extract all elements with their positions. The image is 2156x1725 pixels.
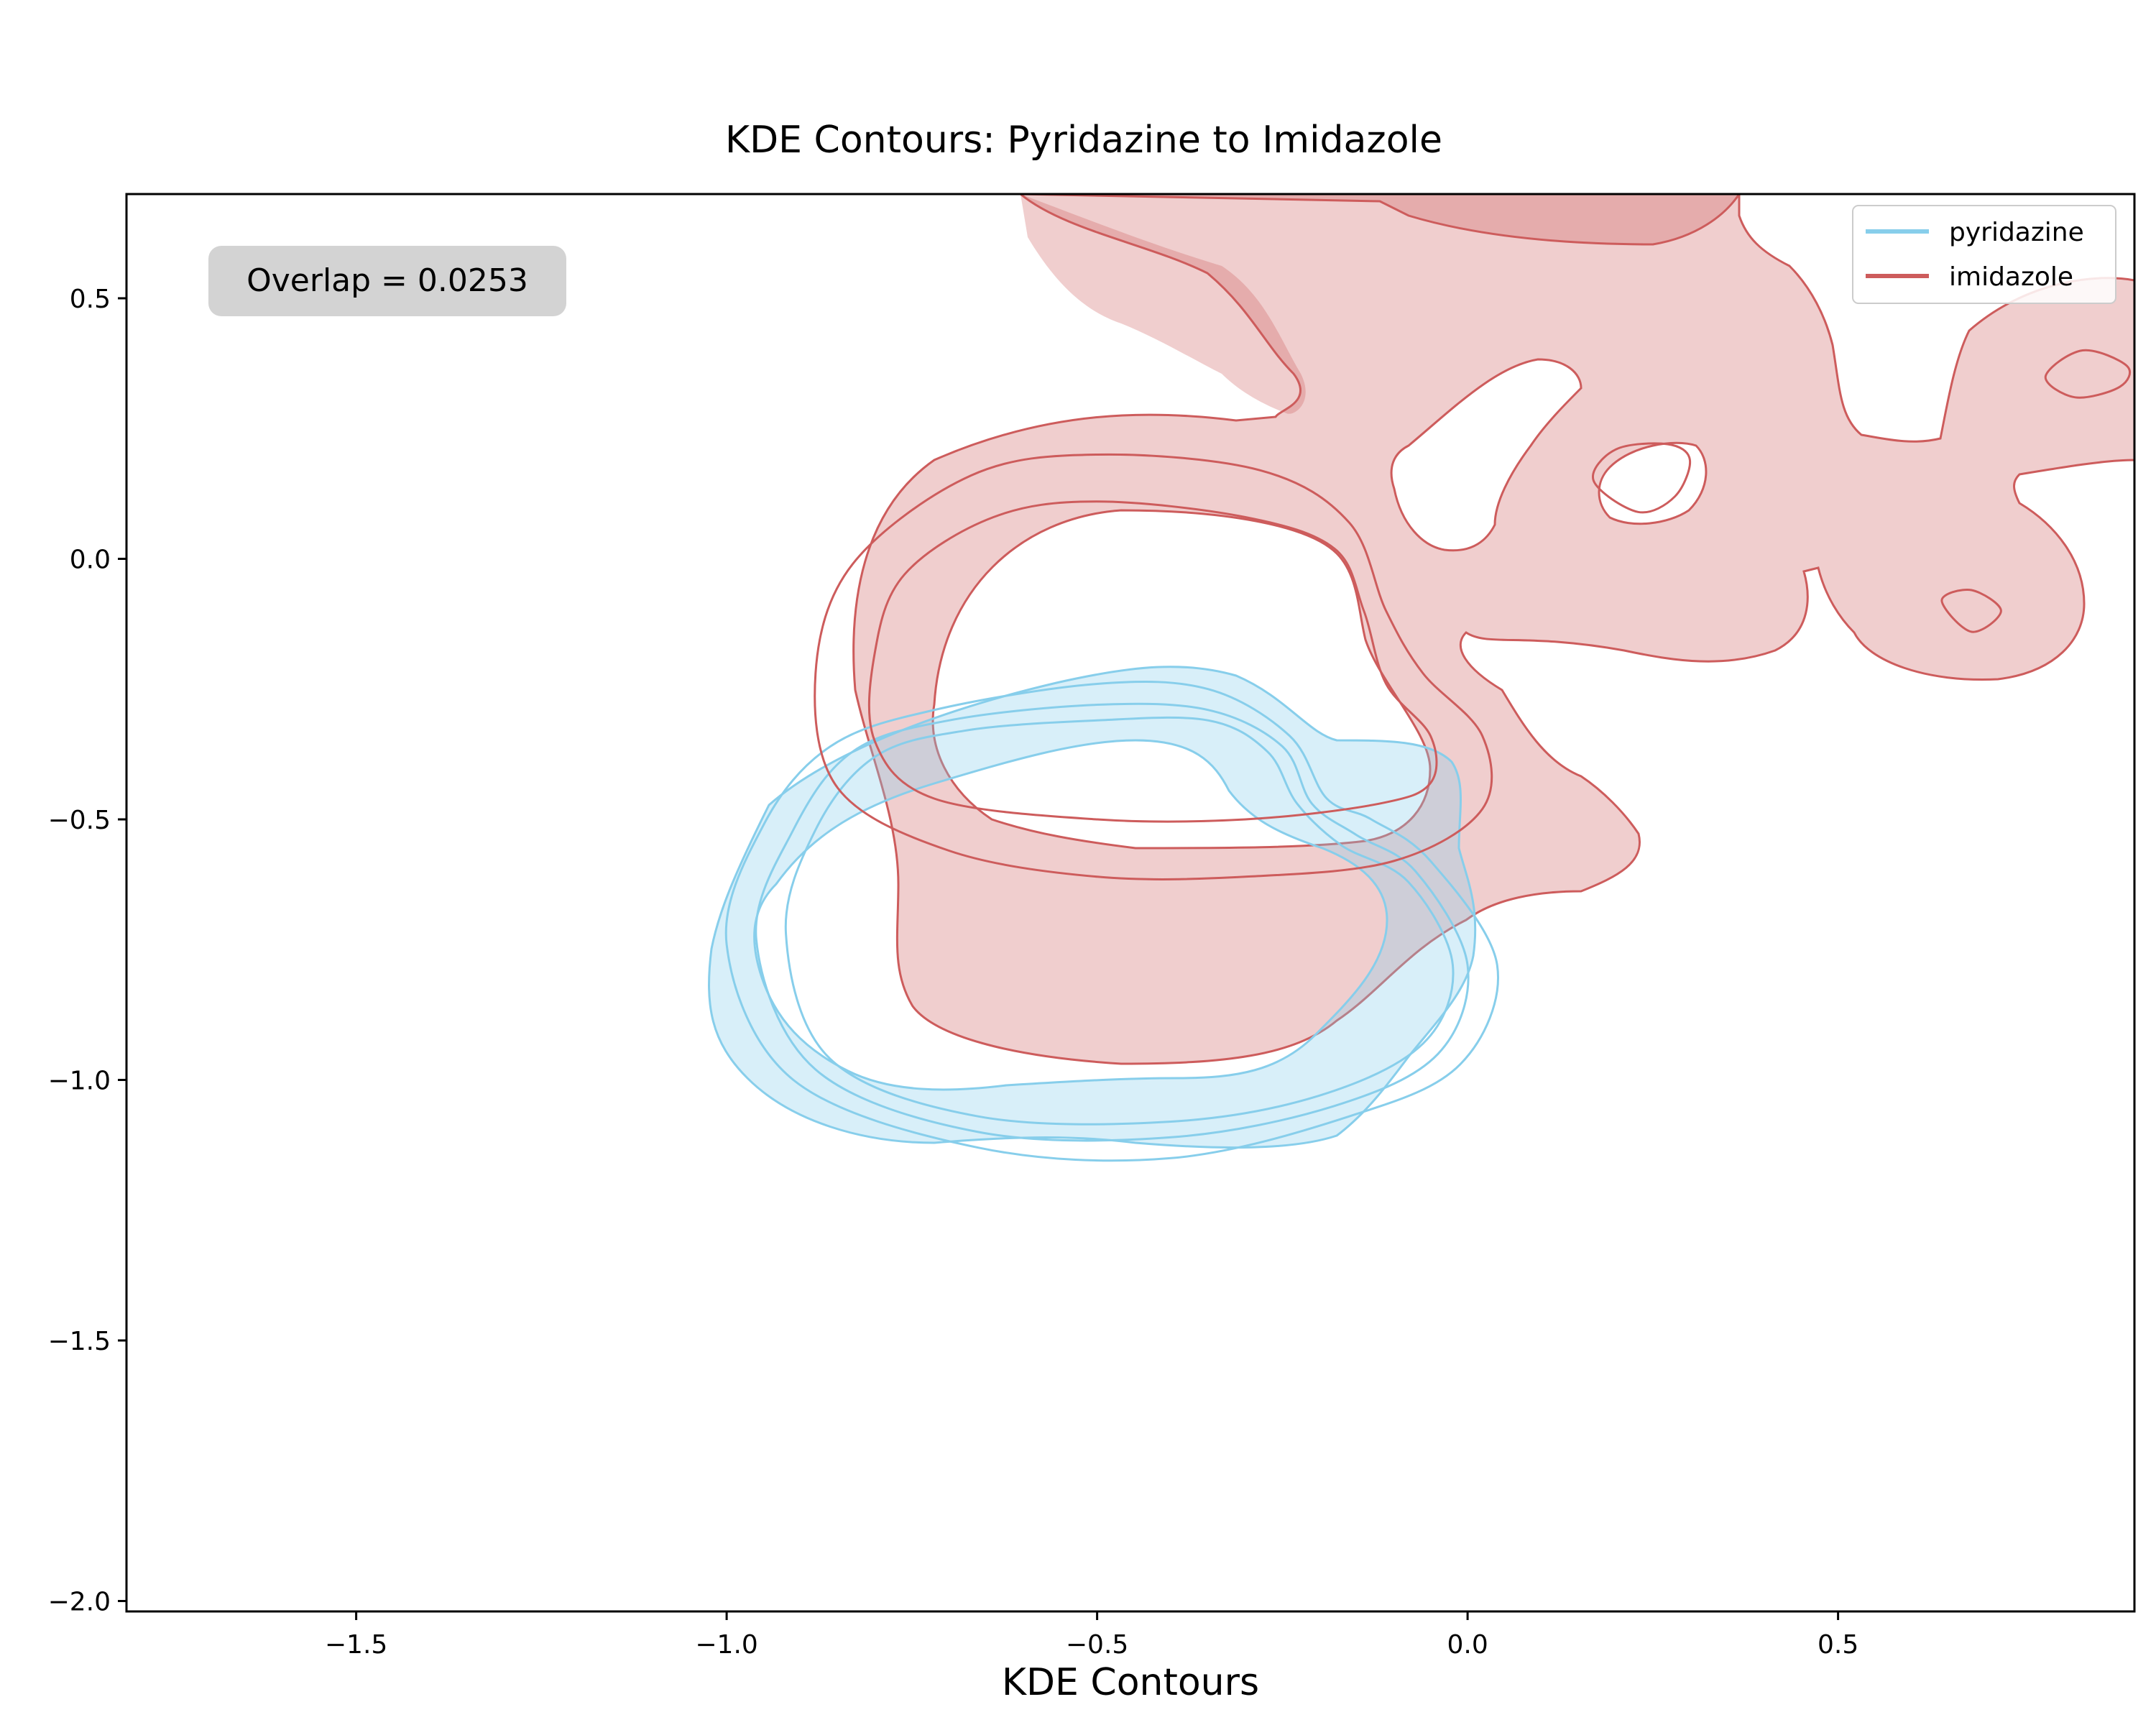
y-tick-label: −2.0: [48, 1588, 111, 1617]
pyridazine-density-fill: [708, 666, 1477, 1149]
pyridazine-contours: [724, 681, 1499, 1162]
y-tick-label: 0.5: [70, 285, 111, 314]
imidazole-contour-level-5: [2044, 349, 2131, 399]
imidazole-contour-level-1: [867, 500, 1438, 823]
imidazole-density-fill: [852, 194, 2134, 1065]
y-tick-label: −1.5: [48, 1327, 111, 1356]
legend-label-pyridazine: pyridazine: [1949, 218, 2084, 247]
chart-title: KDE Contours: Pyridazine to Imidazole: [725, 119, 1442, 162]
plot-frame: [125, 193, 2136, 1613]
imidazole-contour-level-3: [1592, 442, 1691, 514]
x-tick-label: 0.5: [1818, 1630, 1858, 1660]
imidazole-contour-level-2: [814, 453, 1493, 880]
x-tick-label: 0.0: [1447, 1630, 1488, 1660]
annotation-box: [208, 246, 566, 316]
imidazole-contours: [814, 349, 2131, 880]
imidazole-top-left-fill: [1020, 194, 1741, 246]
imidazole-main-fill: [852, 194, 2134, 1065]
y-tick-label: −1.0: [48, 1067, 111, 1096]
overlap-annotation: Overlap = 0.0253: [208, 246, 566, 316]
legend-label-imidazole: imidazole: [1949, 262, 2073, 292]
x-axis: −1.5 −1.0 −0.5 0.0 0.5: [325, 1611, 1858, 1660]
pyridazine-contour-level-3: [724, 681, 1499, 1162]
x-tick-label: −1.5: [325, 1630, 387, 1660]
pyridazine-main-fill: [708, 666, 1477, 1149]
legend: pyridazine imidazole: [1852, 205, 2116, 304]
plot-area: [708, 194, 2134, 1162]
imidazole-upper-ridge-fill: [1021, 194, 1306, 414]
pyridazine-contour-level-1: [784, 716, 1455, 1126]
y-tick-label: −0.5: [48, 806, 111, 835]
y-tick-label: 0.0: [70, 546, 111, 575]
x-axis-label: KDE Contours: [1002, 1661, 1259, 1704]
annotation-text: Overlap = 0.0253: [247, 262, 528, 299]
x-tick-label: −0.5: [1066, 1630, 1128, 1660]
x-tick-label: −1.0: [695, 1630, 757, 1660]
y-axis: 0.5 0.0 −0.5 −1.0 −1.5 −2.0: [48, 285, 126, 1617]
contour-lines: [724, 349, 2131, 1162]
imidazole-contour-level-4: [1940, 589, 2002, 633]
pyridazine-contour-level-2: [755, 702, 1470, 1142]
